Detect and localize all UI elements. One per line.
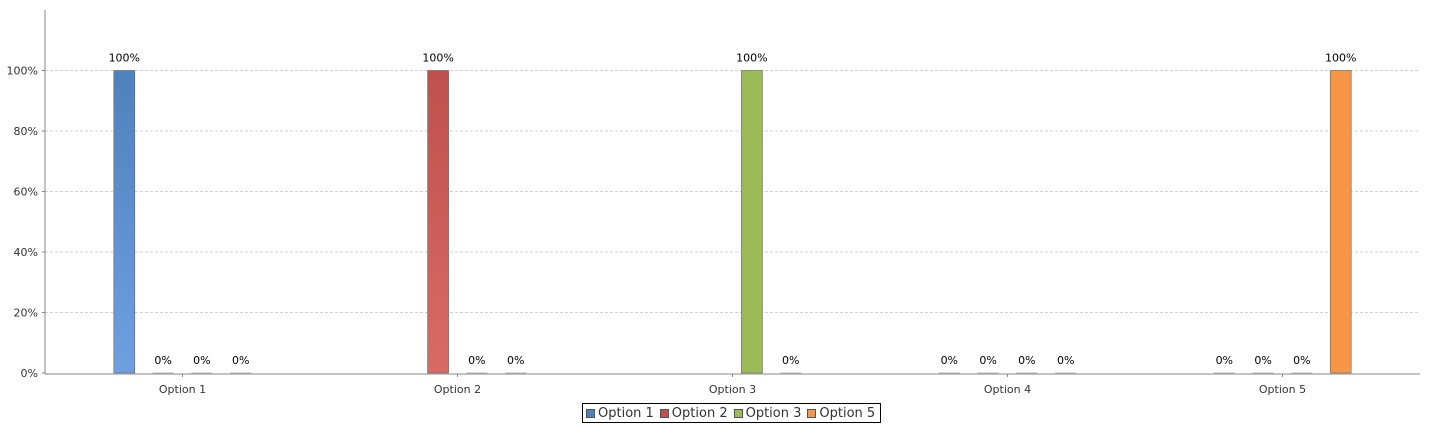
chart-legend: Option 1 Option 2 Option 3 Option 5 [582, 403, 882, 423]
data-label: 0% [782, 354, 799, 367]
data-label: 0% [1057, 354, 1074, 367]
y-tick-label: 80% [14, 125, 38, 138]
data-label: 0% [1018, 354, 1035, 367]
data-label: 100% [422, 52, 453, 65]
category-label: Option 3 [709, 383, 756, 396]
data-label: 100% [109, 52, 140, 65]
data-label: 100% [1325, 52, 1356, 65]
data-label: 0% [468, 354, 485, 367]
bar [113, 70, 136, 374]
legend-swatch [807, 408, 817, 418]
data-label: 0% [1216, 354, 1233, 367]
bar-chart: 0% 20% 40% 60% 80% 100% Option 1 100% 0% 0% 0% Opti… [7, 10, 1420, 396]
legend-item-option-3: Option 3 [733, 405, 802, 421]
data-label: 0% [193, 354, 210, 367]
category-label: Option 4 [984, 383, 1031, 396]
legend-item-option-5: Option 5 [807, 406, 875, 421]
category-label: Option 2 [434, 383, 481, 396]
y-tick-label: 0% [21, 367, 38, 380]
bar [1329, 70, 1352, 374]
legend-label: Option 3 [745, 405, 802, 421]
legend-label: Option 1 [598, 405, 654, 421]
legend-label: Option 2 [671, 405, 728, 421]
y-tick-label: 20% [14, 307, 38, 320]
legend-item-option-2: Option 2 [659, 405, 728, 421]
category-label: Option 5 [1259, 383, 1306, 396]
data-label: 0% [979, 354, 996, 367]
legend-item-option-1: Option 1 [586, 406, 654, 421]
legend-label: Option 5 [819, 405, 876, 421]
y-tick-label: 100% [7, 65, 38, 78]
y-tick-label: 60% [14, 186, 38, 199]
data-label: 0% [941, 354, 958, 367]
data-label: 0% [232, 354, 249, 367]
legend-swatch [659, 408, 669, 418]
y-tick-label: 40% [14, 246, 38, 259]
data-label: 0% [154, 354, 171, 367]
data-label: 0% [1293, 354, 1310, 367]
bar [741, 70, 763, 374]
bar [427, 70, 449, 374]
data-label: 0% [507, 354, 524, 367]
category-label: Option 1 [159, 383, 206, 396]
data-label: 0% [1254, 354, 1271, 367]
data-label: 100% [736, 52, 767, 65]
legend-swatch [586, 408, 595, 418]
legend-swatch [733, 408, 743, 418]
